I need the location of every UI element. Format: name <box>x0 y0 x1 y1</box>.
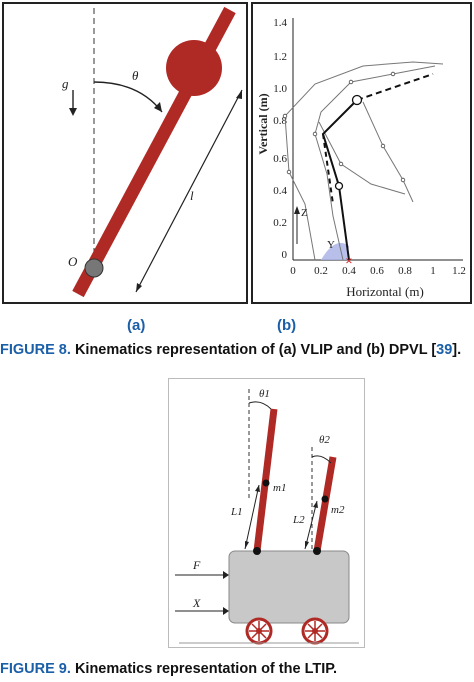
y-tick-label: 1.4 <box>273 17 287 29</box>
z-axis-arrowhead <box>294 206 300 214</box>
figure8-caption: FIGURE 8. Kinematics representation of (… <box>0 342 461 358</box>
trajectory-line <box>318 121 406 195</box>
trajectory-marker <box>400 177 406 183</box>
length-arrowhead-1-top <box>255 485 260 492</box>
L2-symbol: L2 <box>292 514 305 526</box>
knee-joint <box>334 181 344 191</box>
theta2-symbol: θ2 <box>319 434 330 446</box>
figure9-panel: θ1 θ2 m1 m2 L1 L2 F X <box>168 378 365 648</box>
m2-symbol: m2 <box>331 504 345 516</box>
force-arrowhead <box>223 571 229 579</box>
figure8-panel-a: g θ l O <box>2 2 248 304</box>
pivot-symbol: O <box>68 254 78 269</box>
figure8-sublabel-a: (a) <box>127 317 146 334</box>
x-tick-label: 0.2 <box>314 265 328 277</box>
dpvl-plot: Vertical (m) 0 0.2 0.4 0.6 0.8 1.0 1.2 1… <box>256 17 466 299</box>
trajectory-marker <box>338 161 344 167</box>
gravity-arrowhead <box>69 108 77 116</box>
trajectory-marker <box>286 169 292 175</box>
trajectory-marker <box>390 71 396 77</box>
hinge-joint-2 <box>313 547 321 555</box>
pendulum-rod-2 <box>313 456 337 552</box>
trajectory-marker <box>348 79 354 85</box>
y-tick-label: 0 <box>282 249 288 261</box>
angle-arc-2 <box>311 455 332 464</box>
pendulum-mass <box>166 40 222 96</box>
mass-2 <box>321 495 329 503</box>
displacement-symbol: X <box>192 596 201 610</box>
y-ticks: 0 0.2 0.4 0.6 0.8 1.0 1.2 1.4 <box>273 17 287 261</box>
figure8-caption-text: Kinematics representation of (a) VLIP an… <box>74 342 437 358</box>
figure8-caption-end: ]. <box>452 342 462 358</box>
angle-arc <box>93 81 163 113</box>
angle-arc-arrowhead <box>154 102 162 112</box>
length-arrow-2 <box>304 500 318 550</box>
trajectory-line <box>362 101 414 203</box>
cart-body <box>228 550 350 624</box>
vlip-diagram: g θ l O <box>62 6 243 298</box>
hip-joint <box>351 94 363 106</box>
x-tick-label: 1 <box>430 265 436 277</box>
figure8-sublabel-b: (b) <box>277 317 297 334</box>
length-symbol: l <box>190 188 194 203</box>
x-tick-label: 0.6 <box>370 265 384 277</box>
x-tick-label: 0 <box>290 265 296 277</box>
y-axis-label: Vertical (m) <box>256 93 270 154</box>
trajectory-line <box>314 65 436 261</box>
m1-symbol: m1 <box>273 482 286 494</box>
angle-arc-1 <box>248 401 272 410</box>
trajectory-marker <box>312 131 318 137</box>
figure8-caption-number: FIGURE 8. <box>0 342 71 358</box>
trajectory-line <box>284 61 444 261</box>
swing-leg-dashed <box>356 73 434 101</box>
length-arrow-1 <box>244 484 260 550</box>
stance-leg <box>321 99 358 261</box>
y-tick-label: 0.4 <box>273 185 287 197</box>
trajectory-markers <box>282 71 406 183</box>
wheel-1 <box>245 617 273 645</box>
pivot-joint <box>84 258 104 278</box>
figure8-panel-b: Vertical (m) 0 0.2 0.4 0.6 0.8 1.0 1.2 1… <box>251 2 472 304</box>
length-arrowhead-1-bottom <box>245 541 249 549</box>
x-tick-label: 0.4 <box>342 265 356 277</box>
displacement-arrowhead <box>223 607 229 615</box>
swing-leg-dashed <box>322 133 334 205</box>
z-axis-label: Z <box>301 207 308 219</box>
L1-symbol: L1 <box>230 506 243 518</box>
y-tick-label: 1.2 <box>273 51 287 63</box>
angle-symbol: θ <box>132 68 139 83</box>
theta1-symbol: θ1 <box>259 388 270 400</box>
x-axis-label: Horizontal (m) <box>346 284 424 299</box>
trajectory-marker <box>282 113 288 119</box>
figure8-caption-ref[interactable]: 39 <box>436 342 453 358</box>
contact-point-marker: × <box>345 253 352 268</box>
length-arrowhead-2-bottom <box>305 541 309 549</box>
hinge-joint-1 <box>253 547 261 555</box>
length-arrow <box>135 89 243 293</box>
length-arrowhead-top <box>236 90 242 99</box>
x-tick-label: 1.2 <box>452 265 466 277</box>
force-symbol: F <box>192 558 201 572</box>
length-arrowhead-2-top <box>313 501 318 508</box>
x-ticks: 0 0.2 0.4 0.6 0.8 1 1.2 <box>290 265 466 277</box>
y-tick-label: 0.8 <box>273 115 287 127</box>
figure9-caption: FIGURE 9. Kinematics representation of t… <box>0 661 337 677</box>
figure9-caption-number: FIGURE 9. <box>0 661 71 677</box>
wheel-2 <box>301 617 329 645</box>
trajectory-marker <box>380 143 386 149</box>
length-arrowhead-bottom <box>136 283 142 292</box>
mass-1 <box>262 479 270 487</box>
x-tick-label: 0.8 <box>398 265 412 277</box>
y-tick-label: 1.0 <box>273 83 287 95</box>
y-frame-label: Y <box>327 239 335 251</box>
y-tick-label: 0.2 <box>273 217 287 229</box>
gravity-symbol: g <box>62 76 69 91</box>
figure9-caption-text: Kinematics representation of the LTIP. <box>74 661 338 677</box>
ltip-diagram: θ1 θ2 m1 m2 L1 L2 F X <box>175 388 359 645</box>
y-tick-label: 0.6 <box>273 153 287 165</box>
